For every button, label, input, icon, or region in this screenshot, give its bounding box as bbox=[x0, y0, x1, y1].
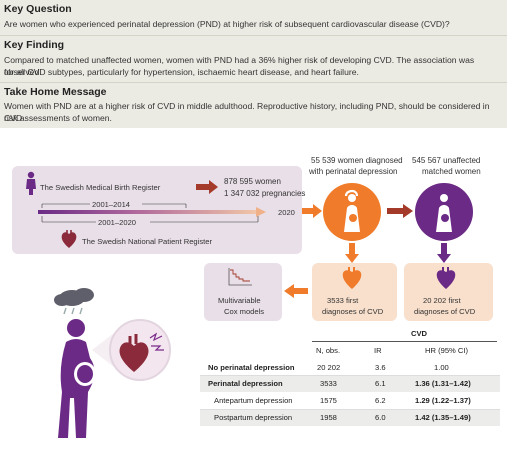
table-group-header: CVD bbox=[411, 329, 428, 338]
patient-years-label: 2001–2020 bbox=[98, 218, 137, 227]
birth-years-label: 2001–2014 bbox=[92, 200, 131, 209]
unaffected-cvd-line1: 20 202 first bbox=[423, 296, 461, 305]
heart-icon bbox=[436, 267, 456, 289]
row-hr: 1.00 bbox=[434, 363, 449, 372]
woman-icon bbox=[26, 171, 36, 195]
table-group-rule bbox=[312, 341, 497, 342]
col-header-ir: IR bbox=[374, 346, 382, 355]
row-label: Antepartum depression bbox=[214, 396, 293, 405]
arrow-down-icon bbox=[437, 243, 451, 263]
heart-icon bbox=[342, 267, 362, 289]
table-row bbox=[200, 360, 500, 376]
key-question-heading: Key Question bbox=[4, 3, 72, 15]
row-hr: 1.36 (1.31–1.42) bbox=[415, 379, 471, 388]
pnd-cvd-line1: 3533 first bbox=[327, 296, 359, 305]
take-home-line1: Women with PND are at a higher risk of C… bbox=[4, 101, 490, 123]
row-hr: 1.29 (1.22–1.37) bbox=[415, 396, 471, 405]
row-ir: 6.0 bbox=[375, 413, 386, 422]
pnd-label-line2: with perinatal depression bbox=[309, 167, 398, 176]
col-header-n: N, obs. bbox=[316, 346, 341, 355]
unaffected-label-line2: matched women bbox=[422, 167, 481, 176]
table-row bbox=[200, 393, 500, 410]
take-home-panel: Take Home Message Women with PND are at … bbox=[0, 83, 507, 128]
heart-icon bbox=[61, 230, 77, 248]
unaffected-label-line1: 545 567 unaffected bbox=[412, 156, 481, 165]
row-n: 3533 bbox=[320, 379, 337, 388]
cox-model-box bbox=[204, 263, 282, 321]
pregnant-woman-illustration bbox=[54, 288, 171, 438]
row-n: 20 202 bbox=[317, 363, 341, 372]
table-row bbox=[200, 376, 500, 392]
unaffected-cvd-line2: diagnoses of CVD bbox=[414, 307, 476, 316]
table-row bbox=[200, 410, 500, 426]
key-question-text: Are women who experienced perinatal depr… bbox=[4, 19, 450, 29]
take-home-line2: risk assessments of women. bbox=[4, 113, 112, 123]
arrow-left-icon bbox=[284, 284, 308, 298]
patient-register-label: The Swedish National Patient Register bbox=[82, 237, 213, 246]
key-finding-heading: Key Finding bbox=[4, 39, 65, 51]
pnd-cvd-line2: diagnoses of CVD bbox=[322, 307, 384, 316]
row-hr: 1.42 (1.35–1.49) bbox=[415, 413, 471, 422]
arrow-down-icon bbox=[345, 243, 359, 263]
model-line1: Multivariable bbox=[218, 296, 261, 305]
arrow-right-icon bbox=[387, 204, 413, 218]
pnd-mother-icon bbox=[323, 183, 381, 241]
arrow-right-icon bbox=[302, 204, 322, 218]
key-finding-line1: Compared to matched unaffected women, wo… bbox=[4, 55, 475, 77]
row-ir: 3.6 bbox=[375, 363, 386, 372]
row-label: Postpartum depression bbox=[214, 413, 293, 422]
key-finding-line2: for all CVD subtypes, particularly for h… bbox=[4, 67, 359, 77]
row-n: 1575 bbox=[320, 396, 337, 405]
row-n: 1958 bbox=[320, 413, 337, 422]
take-home-heading: Take Home Message bbox=[4, 86, 107, 98]
arrow-right-icon bbox=[196, 180, 218, 194]
row-label: Perinatal depression bbox=[208, 379, 283, 388]
row-ir: 6.1 bbox=[375, 379, 386, 388]
birth-register-label: The Swedish Medical Birth Register bbox=[40, 183, 161, 192]
timeline bbox=[38, 203, 266, 223]
divider bbox=[0, 35, 507, 36]
end-year-label: 2020 bbox=[278, 208, 295, 217]
model-line2: Cox models bbox=[224, 307, 265, 316]
col-header-hr: HR (95% CI) bbox=[425, 346, 469, 355]
row-ir: 6.2 bbox=[375, 396, 386, 405]
key-question-panel: Key Question Are women who experienced p… bbox=[0, 0, 507, 35]
unaffected-mother-icon bbox=[415, 183, 473, 241]
pregnancy-count: 1 347 032 pregnancies bbox=[224, 189, 306, 198]
women-count: 878 595 women bbox=[224, 177, 281, 186]
divider bbox=[0, 82, 507, 83]
pnd-label-line1: 55 539 women diagnosed bbox=[311, 156, 403, 165]
key-finding-panel: Key Finding Compared to matched unaffect… bbox=[0, 36, 507, 82]
survival-curve-icon bbox=[228, 268, 252, 286]
row-label: No perinatal depression bbox=[208, 363, 295, 372]
